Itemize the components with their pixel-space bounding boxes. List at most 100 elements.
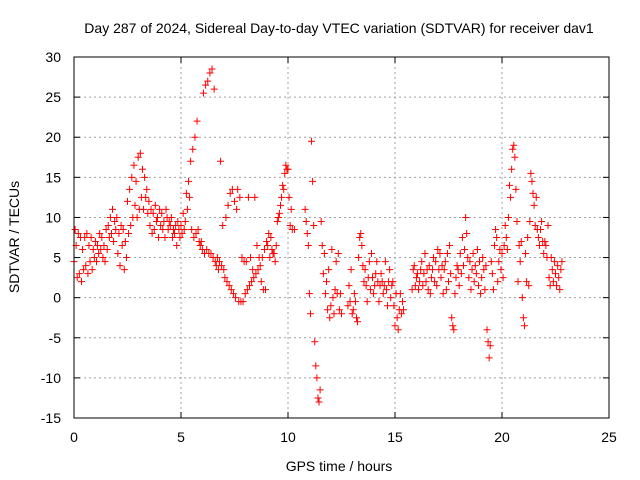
data-point [480,266,488,274]
data-point [453,262,461,270]
data-point [361,266,369,274]
axis-ticks-layer [73,56,610,419]
data-point [104,221,112,229]
data-point [153,213,161,221]
data-point [541,238,549,246]
data-point [459,262,467,270]
data-point [188,225,196,233]
data-point [381,258,389,266]
data-point [117,221,125,229]
data-point [425,262,433,270]
data-point [509,145,517,153]
data-point [236,193,244,201]
data-point [306,310,314,318]
data-point [174,217,182,225]
data-point [286,221,294,229]
data-point [557,266,565,274]
data-point [220,266,228,274]
x-tick-label: 20 [494,429,510,445]
data-point [177,221,185,229]
data-point [394,326,402,334]
data-point [477,290,485,298]
data-point [356,234,364,241]
data-point [505,181,513,189]
data-point [132,177,140,185]
data-point [206,69,214,77]
data-point [530,201,538,209]
data-point [438,262,446,270]
data-point [87,234,95,241]
data-point [513,217,521,225]
data-point [417,266,425,274]
data-point [501,221,509,229]
data-point [434,246,442,254]
data-point [350,290,358,298]
data-point [347,266,355,274]
data-point [100,242,108,250]
data-point [362,282,370,290]
data-point [358,242,366,250]
data-point [126,185,134,193]
data-point [112,225,120,233]
data-point [186,193,194,201]
data-point [268,246,276,254]
data-point [546,282,554,290]
data-point [219,221,227,229]
y-tick-label: -10 [41,370,61,386]
data-point [208,65,216,73]
data-point [165,217,173,225]
data-point [223,278,231,286]
data-point [499,274,507,282]
data-point [217,157,225,165]
data-point [349,306,357,314]
data-point [332,258,340,266]
y-tick-label: 15 [45,169,61,185]
data-point [191,133,199,141]
data-point [387,294,395,302]
data-point [247,254,255,262]
data-point [315,398,323,406]
data-point [168,234,176,241]
data-point [471,262,479,270]
data-point [252,270,260,278]
data-point [85,242,93,250]
data-point [267,234,275,241]
data-point [279,181,287,189]
data-point [213,254,221,262]
data-point [382,286,390,294]
data-point [517,238,525,246]
data-point [254,266,262,274]
data-point [312,362,320,370]
data-points-layer [70,65,566,406]
data-point [151,201,159,209]
data-point [303,229,311,237]
data-point [120,266,128,274]
data-point [351,298,359,306]
data-point [486,342,494,350]
data-point [156,205,164,213]
data-point [98,234,106,241]
data-point [352,314,360,322]
data-point [74,229,82,237]
data-point [479,254,487,262]
data-point [464,254,472,262]
data-point [426,290,434,298]
data-point [180,225,188,233]
data-point [184,177,192,185]
data-point [245,282,253,290]
data-point [324,306,332,314]
data-point [491,242,499,250]
data-point [338,310,345,318]
data-point [207,250,215,258]
data-point [440,266,448,274]
data-point [225,282,233,290]
data-point [327,302,335,310]
data-point [202,81,210,89]
data-point [248,278,256,286]
data-point [519,314,527,322]
data-point [469,250,477,258]
data-point [500,242,508,250]
data-point [450,326,458,334]
